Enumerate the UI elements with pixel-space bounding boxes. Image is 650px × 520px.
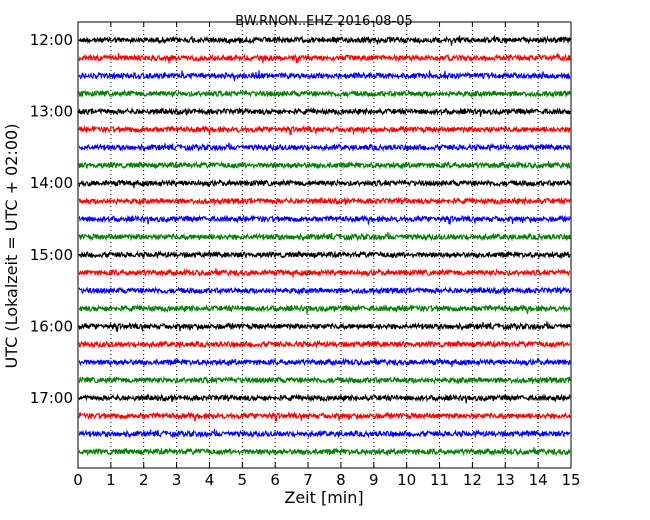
trace-1400 <box>78 178 571 189</box>
trace-1330 <box>78 142 571 153</box>
plot-frame <box>77 21 572 469</box>
trace-1715 <box>78 411 571 422</box>
x-tick-label: 1 <box>106 471 116 489</box>
trace-1530 <box>78 285 571 296</box>
y-axis: 12:00 13:00 14:00 15:00 16:00 17:00 <box>30 31 571 407</box>
trace-1215 <box>78 52 571 64</box>
y-tick-label: 15:00 <box>30 246 73 264</box>
y-tick-label: 12:00 <box>30 31 73 49</box>
x-tick-label: 14 <box>529 471 548 489</box>
y-axis-label: UTC (Lokalzeit = UTC + 02:00) <box>2 124 21 369</box>
trace-1500 <box>78 250 571 260</box>
trace-1630 <box>78 357 571 368</box>
trace-1245 <box>78 89 571 99</box>
traces <box>78 35 571 457</box>
trace-1745 <box>78 447 571 457</box>
x-tick-label: 11 <box>430 471 449 489</box>
trace-1730 <box>78 428 571 439</box>
x-tick-label: 6 <box>270 471 280 489</box>
x-tick-label: 3 <box>172 471 182 489</box>
trace-1200 <box>78 35 571 46</box>
x-axis-label: Zeit [min] <box>284 488 363 507</box>
x-tick-label: 8 <box>336 471 346 489</box>
trace-1645 <box>78 375 571 385</box>
x-tick-label: 4 <box>205 471 215 489</box>
trace-1600 <box>78 321 571 333</box>
trace-1700 <box>78 393 571 404</box>
x-tick-label: 10 <box>397 471 416 489</box>
trace-1345 <box>78 160 571 170</box>
x-tick-label: 0 <box>73 471 83 489</box>
trace-1545 <box>78 303 571 315</box>
x-axis: 0 1 2 3 4 5 6 7 8 9 10 11 12 13 14 15 <box>73 22 581 489</box>
x-tick-label: 5 <box>238 471 248 489</box>
trace-1230 <box>78 70 571 82</box>
x-tick-label: 2 <box>139 471 149 489</box>
y-tick-label: 13:00 <box>30 103 73 121</box>
x-tick-label: 9 <box>369 471 379 489</box>
trace-1445 <box>78 231 571 242</box>
y-tick-label: 16:00 <box>30 317 73 335</box>
x-tick-label: 12 <box>463 471 482 489</box>
trace-1515 <box>78 268 571 278</box>
trace-1300 <box>78 106 571 117</box>
trace-1315 <box>78 124 571 136</box>
trace-1415 <box>78 196 571 206</box>
y-tick-label: 17:00 <box>30 389 73 407</box>
x-tick-label: 7 <box>303 471 313 489</box>
x-tick-label: 13 <box>496 471 515 489</box>
trace-1615 <box>78 339 571 350</box>
grid <box>110 22 539 468</box>
x-tick-label: 15 <box>561 471 580 489</box>
y-tick-label: 14:00 <box>30 174 73 192</box>
trace-1430 <box>78 214 571 225</box>
